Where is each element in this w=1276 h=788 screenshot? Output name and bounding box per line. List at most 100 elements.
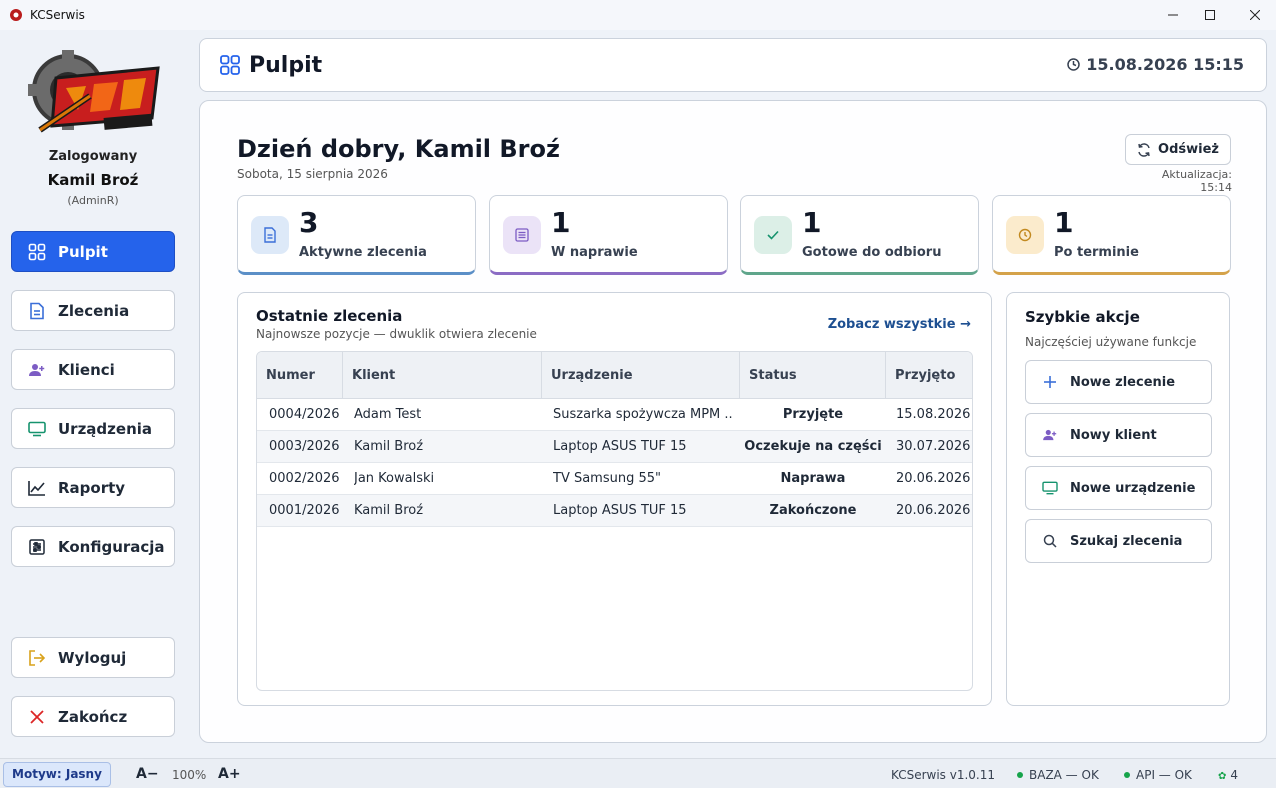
logout-label: Wyloguj: [58, 648, 127, 667]
stat-value: 3: [299, 206, 319, 239]
quit-button[interactable]: Zakończ: [11, 696, 175, 737]
search-order-button[interactable]: Szukaj zlecenia: [1025, 519, 1212, 563]
font-increase-button[interactable]: A+: [218, 766, 241, 782]
grid-icon: [28, 243, 46, 261]
logout-button[interactable]: Wyloguj: [11, 637, 175, 678]
recent-orders-subtitle: Najnowsze pozycje — dwuklik otwiera zlec…: [256, 327, 537, 341]
cell-client: Kamil Broź: [354, 503, 424, 518]
logged-label: Zalogowany: [48, 149, 138, 164]
clock-icon: [1067, 58, 1081, 71]
nav-label: Raporty: [58, 478, 126, 497]
sidebar: Zalogowany Kamil Broź (AdminR) Pulpit Zl…: [0, 30, 186, 758]
monitor-icon: [28, 420, 46, 438]
cell-status: Przyjęte: [782, 407, 844, 422]
quit-label: Zakończ: [58, 707, 128, 726]
db-status-text: BAZA — OK: [1029, 768, 1099, 782]
quick-actions-title: Szybkie akcje: [1025, 308, 1140, 326]
cell-date: 30.07.2026: [896, 439, 971, 454]
last-update: Aktualizacja: 15:14: [1161, 168, 1232, 194]
notifications-count: 4: [1230, 768, 1239, 782]
kcs-logo: [28, 50, 160, 133]
status-dot-icon: [1124, 772, 1130, 778]
maximize-button[interactable]: [1187, 0, 1233, 30]
table-header: Numer Klient Urządzenie Status Przyjęto: [257, 352, 972, 399]
nav-label: Konfiguracja: [58, 537, 165, 556]
table-row[interactable]: 0001/2026 Kamil Broź Laptop ASUS TUF 15 …: [257, 495, 972, 527]
cell-date: 20.06.2026: [896, 503, 971, 518]
nav-label: Pulpit: [58, 242, 108, 261]
table-row[interactable]: 0002/2026 Jan Kowalski TV Samsung 55" Na…: [257, 463, 972, 495]
cell-status: Zakończone: [769, 503, 857, 518]
nav-urzadzenia[interactable]: Urządzenia: [11, 408, 175, 449]
recent-orders-title: Ostatnie zlecenia: [256, 307, 403, 325]
see-all-link[interactable]: Zobacz wszystkie →: [827, 317, 971, 332]
cell-client: Jan Kowalski: [354, 471, 435, 486]
greeting: Dzień dobry, Kamil Broź: [237, 135, 560, 163]
user-name: Kamil Broź: [47, 171, 139, 189]
stat-value: 1: [802, 206, 822, 239]
column-header[interactable]: Status: [740, 352, 886, 399]
sliders-icon: [503, 216, 541, 254]
user-role: (AdminR): [67, 194, 119, 207]
font-decrease-button[interactable]: A−: [136, 766, 159, 782]
notifications-indicator[interactable]: ✿ 4: [1218, 768, 1238, 782]
db-status: BAZA — OK: [1017, 768, 1099, 782]
user-add-icon: [1042, 427, 1058, 443]
cell-status: Oczekuje na części: [744, 439, 882, 454]
stat-card-in-repair[interactable]: 1 W naprawie: [489, 195, 728, 275]
chart-icon: [28, 479, 46, 497]
new-device-button[interactable]: Nowe urządzenie: [1025, 466, 1212, 510]
check-icon: [754, 216, 792, 254]
refresh-icon: [1138, 142, 1150, 157]
current-date: Sobota, 15 sierpnia 2026: [237, 167, 388, 181]
stat-label: W naprawie: [551, 245, 638, 260]
plus-icon: [1042, 374, 1058, 390]
cell-number: 0001/2026: [269, 503, 340, 518]
column-header[interactable]: Klient: [343, 352, 542, 399]
cell-date: 20.06.2026: [896, 471, 971, 486]
status-bar: Motyw: Jasny A− 100% A+ KCSerwis v1.0.11…: [0, 758, 1276, 788]
stat-value: 1: [1054, 206, 1074, 239]
dashboard-panel: Dzień dobry, Kamil Broź Sobota, 15 sierp…: [199, 100, 1267, 743]
stat-card-active[interactable]: 3 Aktywne zlecenia: [237, 195, 476, 275]
grid-icon: [220, 55, 240, 75]
quick-actions-subtitle: Najczęściej używane funkcje: [1025, 335, 1197, 349]
quick-action-label: Szukaj zlecenia: [1070, 533, 1183, 549]
stat-card-overdue[interactable]: 1 Po terminie: [992, 195, 1231, 275]
refresh-label: Odśwież: [1158, 142, 1219, 157]
column-header[interactable]: Urządzenie: [542, 352, 740, 399]
maximize-icon: [1205, 10, 1215, 20]
zoom-level: 100%: [172, 768, 207, 782]
stat-label: Po terminie: [1054, 245, 1139, 260]
close-button[interactable]: [1232, 0, 1276, 30]
nav-klienci[interactable]: Klienci: [11, 349, 175, 390]
nav-konfiguracja[interactable]: Konfiguracja: [11, 526, 175, 567]
nav-label: Klienci: [58, 360, 115, 379]
sliders-icon: [28, 538, 46, 556]
refresh-button[interactable]: Odśwież: [1125, 134, 1231, 165]
clock-text: 15.08.2026 15:15: [1086, 55, 1244, 74]
nav-zlecenia[interactable]: Zlecenia: [11, 290, 175, 331]
minimize-button[interactable]: [1150, 0, 1196, 30]
document-icon: [251, 216, 289, 254]
column-header[interactable]: Przyjęto: [895, 368, 956, 383]
orders-table: Numer Klient Urządzenie Status Przyjęto …: [256, 351, 973, 691]
stat-card-ready[interactable]: 1 Gotowe do odbioru: [740, 195, 979, 275]
window-title: KCSerwis: [30, 8, 85, 22]
user-add-icon: [28, 361, 46, 379]
recent-orders-panel: Ostatnie zlecenia Najnowsze pozycje — dw…: [237, 292, 992, 706]
nav-pulpit[interactable]: Pulpit: [11, 231, 175, 272]
app-icon: [10, 9, 22, 21]
new-order-button[interactable]: Nowe zlecenie: [1025, 360, 1212, 404]
table-row[interactable]: 0004/2026 Adam Test Suszarka spożywcza M…: [257, 399, 972, 431]
new-client-button[interactable]: Nowy klient: [1025, 413, 1212, 457]
nav-raporty[interactable]: Raporty: [11, 467, 175, 508]
star-icon: ✿: [1218, 771, 1227, 782]
stat-value: 1: [551, 206, 571, 239]
cell-client: Adam Test: [354, 407, 422, 422]
table-row[interactable]: 0003/2026 Kamil Broź Laptop ASUS TUF 15 …: [257, 431, 972, 463]
column-header[interactable]: Numer: [257, 352, 343, 399]
app-version: KCSerwis v1.0.11: [891, 768, 996, 782]
monitor-icon: [1042, 480, 1058, 496]
theme-toggle-button[interactable]: Motyw: Jasny: [3, 762, 111, 787]
